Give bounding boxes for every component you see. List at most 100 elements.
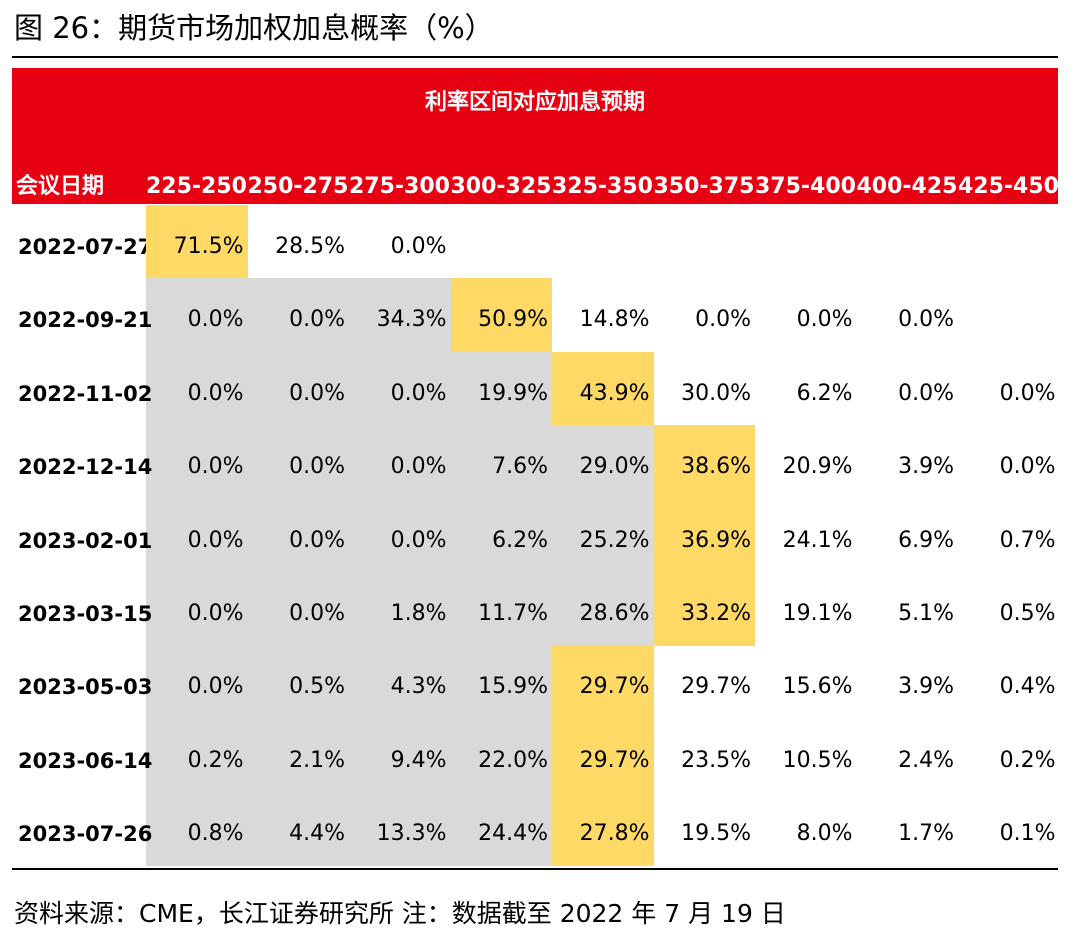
cell-2022-09-21-300-325: 50.9%	[450, 278, 552, 353]
row-date-2023-02-01: 2023-02-01	[18, 528, 153, 553]
grey-shade-2023-02-01	[146, 498, 654, 573]
cell-2022-12-14-400-425: 3.9%	[898, 454, 954, 480]
header-title: 利率区间对应加息预期	[424, 90, 645, 115]
row-header-label: 会议日期	[16, 174, 105, 199]
cell-2023-02-01-350-375: 36.9%	[653, 498, 755, 573]
cell-2022-07-27-400-425	[857, 205, 959, 279]
cell-2022-09-21-425-450	[958, 278, 1060, 352]
cell-2022-12-14-425-450: 0.0%	[999, 454, 1056, 480]
grey-shade-2023-06-14	[146, 718, 552, 793]
cell-2022-11-02-300-325: 19.9%	[478, 380, 548, 406]
cell-2022-09-21-250-275: 0.0%	[289, 307, 345, 333]
column-header-400-425: 400-425	[856, 174, 958, 199]
source-note: 资料来源：CME，长江证券研究所 注：数据截至 2022 年 7 月 19 日	[14, 899, 786, 928]
column-header-250-275: 250-275	[247, 174, 349, 199]
grey-shade-2022-11-02	[146, 351, 552, 426]
cell-2023-07-26-375-400: 8.0%	[796, 821, 853, 847]
cell-2023-05-03-225-250: 0.0%	[187, 674, 244, 700]
row-date-2022-07-27: 2022-07-27	[18, 235, 153, 259]
cell-2022-12-14-250-275: 0.0%	[289, 454, 345, 480]
cell-2022-12-14-350-375: 38.6%	[653, 425, 755, 500]
cell-2023-03-15-300-325: 11.7%	[478, 601, 548, 626]
column-header-225-250: 225-250	[146, 174, 247, 199]
cell-2022-11-02-400-425: 0.0%	[898, 380, 954, 406]
cell-2023-07-26-300-325: 24.4%	[478, 821, 548, 847]
grey-shade-2023-03-15	[146, 572, 654, 646]
cell-2023-03-15-375-400: 19.1%	[782, 601, 853, 626]
cell-2023-07-26-325-350: 27.8%	[552, 792, 654, 867]
cell-2022-11-02-325-350: 43.9%	[552, 351, 654, 426]
cell-2022-07-27-425-450	[958, 205, 1060, 279]
cell-2022-07-27-300-325	[451, 205, 553, 279]
cell-2023-06-14-225-250: 0.2%	[187, 747, 244, 773]
row-date-2022-11-02: 2022-11-02	[18, 381, 153, 406]
cell-2023-06-14-425-450: 0.2%	[999, 747, 1056, 773]
column-header-350-375: 350-375	[653, 174, 755, 199]
cell-2022-11-02-225-250: 0.0%	[187, 380, 244, 406]
cell-2023-03-15-350-375: 33.2%	[653, 572, 755, 646]
cell-2022-11-02-375-400: 6.2%	[796, 380, 853, 406]
cell-2023-03-15-275-300: 1.8%	[390, 601, 447, 626]
row-date-2022-09-21: 2022-09-21	[18, 308, 153, 333]
cell-2022-07-27-375-400	[755, 205, 857, 279]
cell-2023-06-14-300-325: 22.0%	[478, 747, 548, 773]
grey-shade-2023-05-03	[146, 645, 552, 720]
figure-title: 图 26：期货市场加权加息概率（%）	[14, 11, 494, 45]
cell-2023-05-03-350-375: 29.7%	[681, 674, 751, 700]
table-header: 利率区间对应加息预期	[12, 68, 1058, 204]
cell-2023-02-01-225-250: 0.0%	[187, 527, 244, 553]
cell-2022-07-27-350-375	[654, 205, 756, 279]
column-header-375-400: 375-400	[755, 174, 856, 199]
cell-2023-05-03-425-450: 0.4%	[999, 674, 1056, 700]
cell-2023-05-03-275-300: 4.3%	[390, 674, 447, 700]
cell-2023-02-01-375-400: 24.1%	[782, 527, 853, 553]
grey-shade-2023-07-26	[146, 792, 552, 867]
row-date-2023-03-15: 2023-03-15	[18, 602, 153, 626]
cell-2023-06-14-350-375: 23.5%	[681, 747, 751, 773]
cell-2023-03-15-425-450: 0.5%	[999, 601, 1056, 626]
cell-2023-07-26-250-275: 4.4%	[289, 821, 345, 847]
cell-2022-11-02-250-275: 0.0%	[289, 380, 345, 406]
row-date-2023-06-14: 2023-06-14	[18, 748, 153, 773]
cell-2023-03-15-325-350: 28.6%	[579, 601, 650, 626]
cell-2022-07-27-225-250: 71.5%	[146, 205, 248, 279]
cell-2023-06-14-250-275: 2.1%	[289, 747, 345, 773]
grey-shade-2022-12-14	[146, 425, 654, 500]
cell-2023-02-01-400-425: 6.9%	[898, 527, 954, 553]
cell-2023-05-03-375-400: 15.6%	[782, 674, 853, 700]
cell-2023-07-26-350-375: 19.5%	[681, 821, 751, 847]
cell-2023-02-01-325-350: 25.2%	[579, 527, 650, 553]
row-date-2022-12-14: 2022-12-14	[18, 455, 153, 480]
cell-2022-11-02-275-300: 0.0%	[390, 380, 447, 406]
cell-2023-06-14-400-425: 2.4%	[898, 747, 954, 773]
cell-2023-02-01-425-450: 0.7%	[999, 527, 1056, 553]
row-date-2023-07-26: 2023-07-26	[18, 822, 153, 847]
cell-2022-07-27-250-275: 28.5%	[275, 234, 345, 259]
grey-shade-2022-09-21	[146, 278, 451, 353]
cell-2022-12-14-325-350: 29.0%	[579, 454, 650, 480]
cell-2023-03-15-225-250: 0.0%	[187, 601, 244, 626]
cell-2023-06-14-275-300: 9.4%	[390, 747, 447, 773]
cell-2023-07-26-275-300: 13.3%	[376, 821, 447, 847]
cell-2023-07-26-400-425: 1.7%	[898, 821, 954, 847]
cell-2022-12-14-375-400: 20.9%	[782, 454, 853, 480]
cell-2023-05-03-300-325: 15.9%	[478, 674, 548, 700]
cell-2022-09-21-325-350: 14.8%	[579, 307, 650, 333]
column-header-275-300: 275-300	[349, 174, 450, 199]
cell-2023-02-01-275-300: 0.0%	[390, 527, 447, 553]
cell-2022-09-21-400-425: 0.0%	[898, 307, 954, 333]
cell-2022-12-14-300-325: 7.6%	[492, 454, 548, 480]
cell-2023-02-01-250-275: 0.0%	[289, 527, 345, 553]
cell-2022-12-14-275-300: 0.0%	[390, 454, 447, 480]
row-date-2023-05-03: 2023-05-03	[18, 675, 153, 700]
column-header-300-325: 300-325	[450, 174, 552, 199]
bottom-rule	[12, 868, 1058, 870]
top-rule	[12, 56, 1058, 58]
column-header-325-350: 325-350	[552, 174, 653, 199]
cell-2022-11-02-425-450: 0.0%	[999, 380, 1056, 406]
cell-2023-02-01-300-325: 6.2%	[492, 527, 548, 553]
cell-2022-09-21-225-250: 0.0%	[187, 307, 244, 333]
cell-2022-07-27-275-300: 0.0%	[390, 234, 447, 259]
cell-2023-06-14-375-400: 10.5%	[782, 747, 853, 773]
